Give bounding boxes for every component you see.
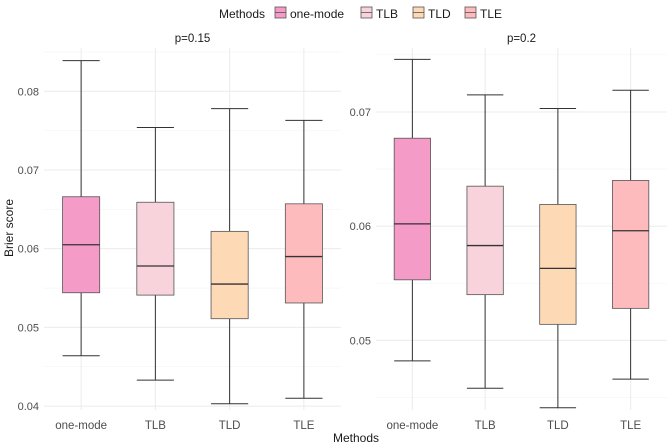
iqr-box xyxy=(466,185,504,296)
legend-label: TLD xyxy=(428,7,451,21)
box-tld xyxy=(539,108,577,409)
x-tick-label: TLD xyxy=(219,420,241,432)
legend-item-tld: TLD xyxy=(412,6,451,21)
box-tlb xyxy=(136,126,175,381)
legend-item-tlb: TLB xyxy=(360,6,398,21)
legend-label: one-mode xyxy=(290,7,344,21)
x-tick-label: TLD xyxy=(547,420,569,432)
iqr-box xyxy=(612,180,650,309)
y-tick-label: 0.04 xyxy=(18,401,39,413)
legend-item-tle: TLE xyxy=(464,6,502,21)
x-tick-label: one-mode xyxy=(386,420,438,432)
x-tick-label: TLB xyxy=(475,420,496,432)
panel-title: p=0.2 xyxy=(507,33,536,45)
box-tle xyxy=(284,119,323,399)
iqr-box xyxy=(136,201,175,296)
legend-label: TLB xyxy=(376,7,398,21)
legend-label: TLE xyxy=(480,7,502,21)
x-tick-label: TLB xyxy=(145,420,166,432)
x-axis-label: Methods xyxy=(333,431,379,445)
iqr-box xyxy=(539,204,577,325)
box-tlb xyxy=(466,94,504,389)
box-tle xyxy=(612,89,650,380)
legend-title: Methods xyxy=(219,7,265,21)
panel-1: p=0.15 0.04 0.05 0.06 0.07 0.08 one-mode TLB TLD… xyxy=(18,33,341,432)
y-tick-label: 0.05 xyxy=(18,322,39,334)
y-axis-label: Brier score xyxy=(2,199,16,257)
y-tick-label: 0.06 xyxy=(18,244,39,256)
box-one-mode xyxy=(62,60,101,357)
y-tick-label: 0.08 xyxy=(18,86,39,98)
iqr-box xyxy=(210,230,249,320)
legend: Methods one-mode TLB TLD TLE xyxy=(219,6,502,21)
y-tick-label: 0.07 xyxy=(350,107,371,119)
iqr-box xyxy=(284,203,323,304)
box-one-mode xyxy=(393,58,431,362)
y-tick-label: 0.07 xyxy=(18,165,39,177)
x-tick-label: one-mode xyxy=(55,420,107,432)
y-tick-label: 0.05 xyxy=(350,335,371,347)
iqr-box xyxy=(393,137,431,281)
y-tick-label: 0.06 xyxy=(350,221,371,233)
panel-title: p=0.15 xyxy=(175,33,211,45)
x-tick-label: TLE xyxy=(293,420,314,432)
x-tick-label: TLE xyxy=(620,420,641,432)
box-tld xyxy=(210,108,249,405)
panel-2: p=0.2 0.05 0.06 0.07 one-mode TLB TLD TLE xyxy=(350,33,667,432)
legend-item-one-mode: one-mode xyxy=(274,6,344,21)
